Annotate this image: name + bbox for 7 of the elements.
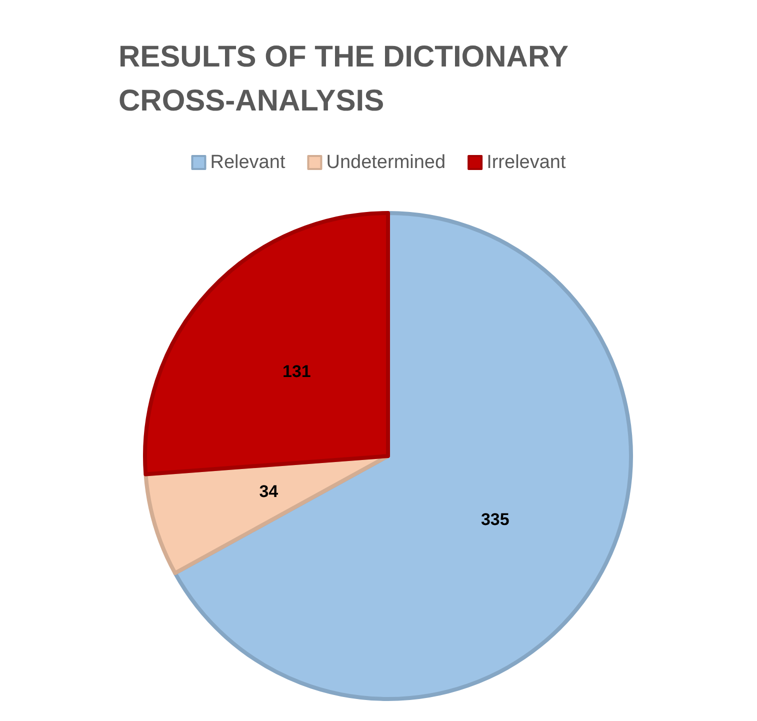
legend-label: Irrelevant	[486, 152, 566, 173]
legend-label: Undetermined	[326, 152, 446, 173]
legend-label: Relevant	[210, 152, 286, 173]
data-label: 131	[282, 362, 311, 381]
chart-title: RESULTS OF THE DICTIONARY CROSS-ANALYSIS	[118, 40, 576, 118]
data-label: 335	[480, 510, 510, 529]
data-label: 34	[259, 482, 279, 501]
